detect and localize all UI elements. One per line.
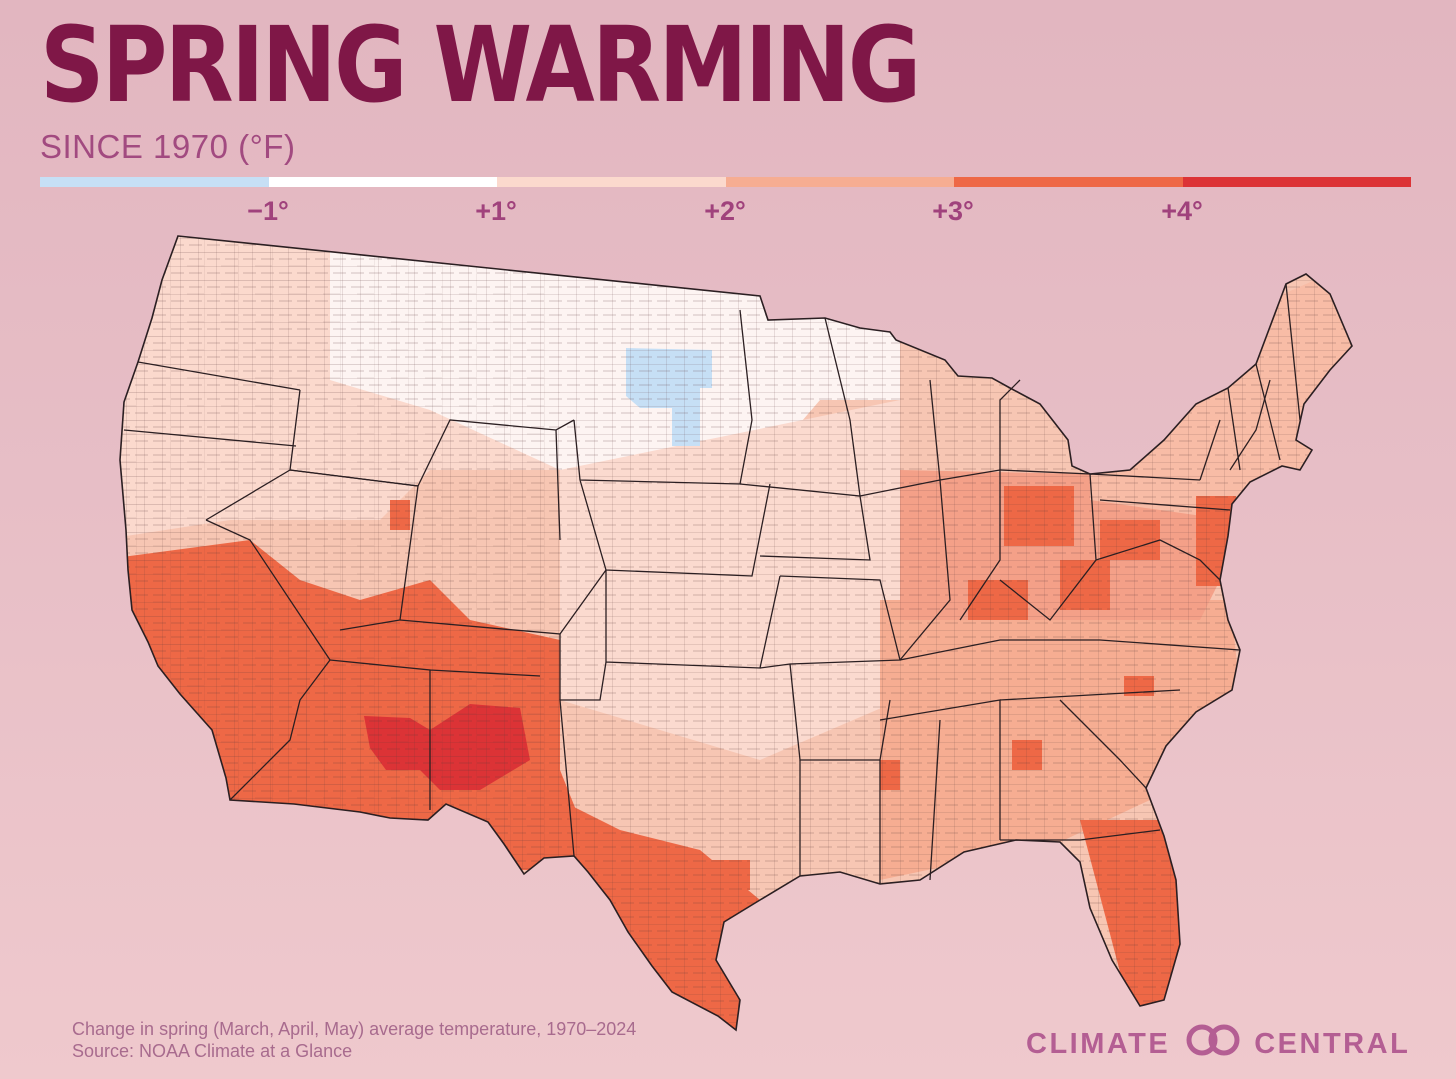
- brand-word-climate: CLIMATE: [1026, 1027, 1171, 1060]
- legend-label-plus-2: +2°: [704, 196, 746, 226]
- map-fill-layer: [120, 236, 1352, 1030]
- legend-segment-5: [954, 177, 1183, 187]
- legend-label-plus-3: +3°: [932, 196, 974, 226]
- footnote-source: Source: NOAA Climate at a Glance: [72, 1041, 353, 1061]
- footnote-description: Change in spring (March, April, May) ave…: [72, 1019, 637, 1039]
- legend-label-plus-4: +4°: [1161, 196, 1203, 226]
- legend-label-minus-1: −1°: [247, 196, 289, 226]
- brand-word-central: CENTRAL: [1254, 1027, 1411, 1060]
- legend-segment-6: [1182, 177, 1411, 187]
- legend-segment-4: [725, 177, 954, 187]
- legend-segment-1: [40, 177, 269, 187]
- climate-central-logo-icon: [1184, 1024, 1242, 1064]
- legend-label-plus-1: +1°: [475, 196, 517, 226]
- map-title: SPRING WARMING: [40, 4, 921, 126]
- legend-segment-2: [268, 177, 497, 187]
- climate-central-brand: CLIMATE CENTRAL: [1026, 1024, 1410, 1064]
- state-boundaries: [119, 235, 1353, 1032]
- legend-segment-3: [497, 177, 726, 187]
- map-subtitle: SINCE 1970 (°F): [40, 128, 296, 165]
- color-legend-bar: [40, 177, 1411, 187]
- western-large-counties: [120, 236, 560, 870]
